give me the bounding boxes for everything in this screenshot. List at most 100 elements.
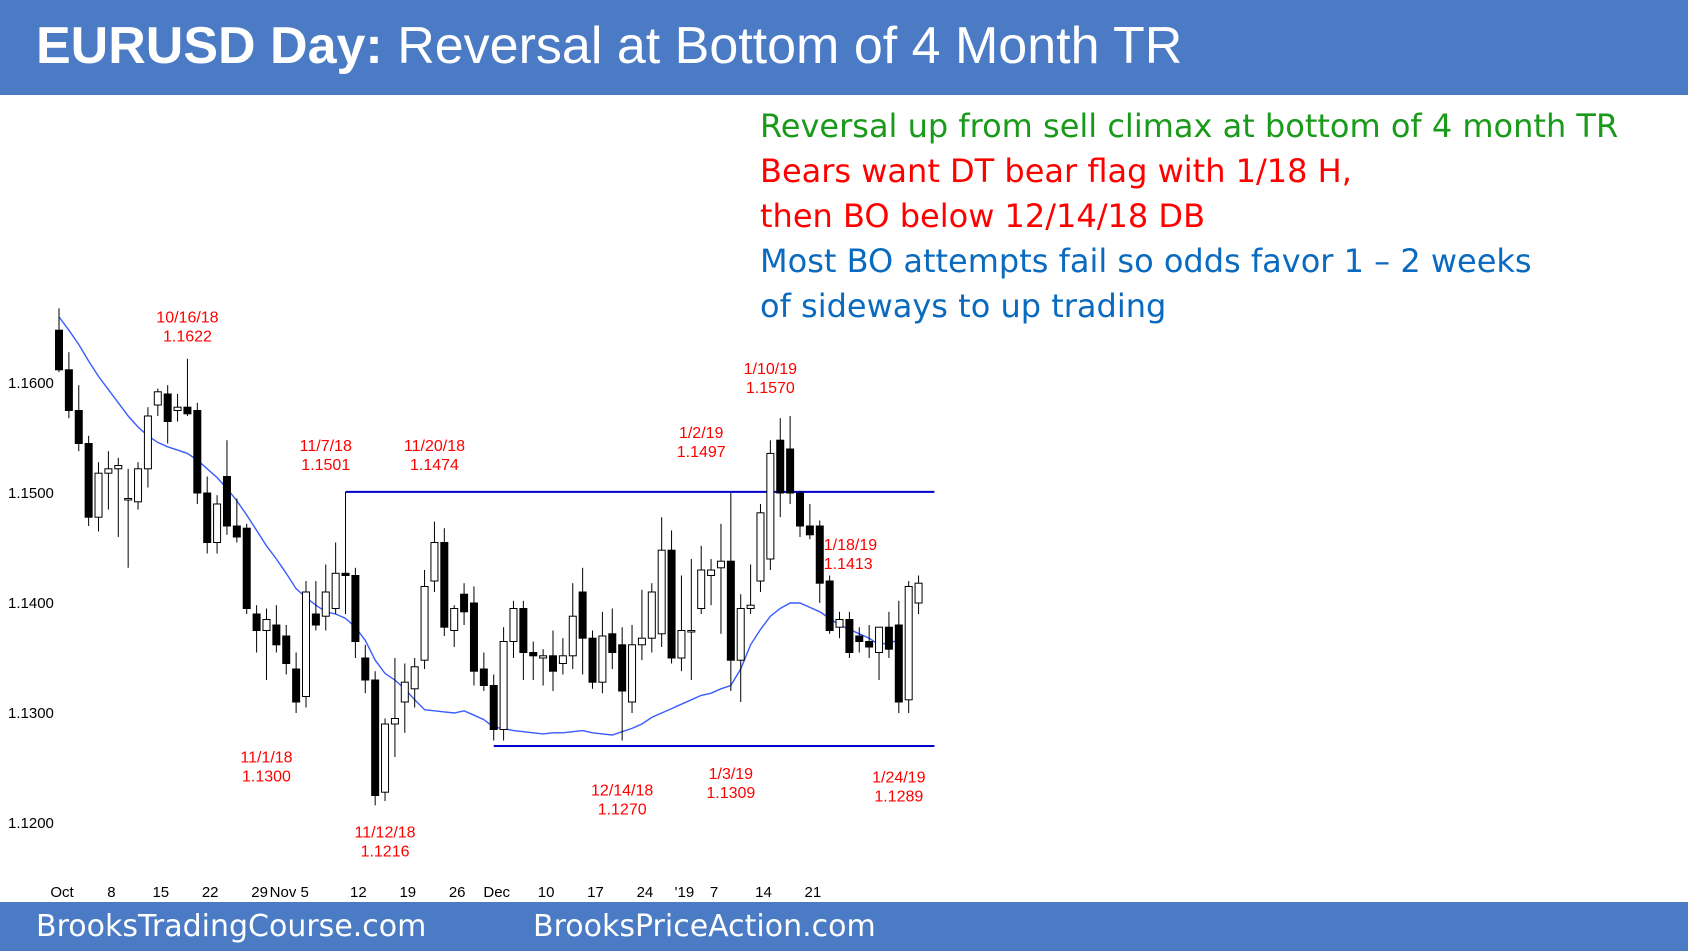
candle-bear	[74, 410, 83, 444]
annotation-price: 1.1413	[824, 556, 873, 573]
candle-bull	[568, 615, 577, 657]
annotation-price: 1.1270	[598, 802, 647, 819]
candle-bull	[173, 406, 182, 412]
candle-bull	[213, 503, 222, 543]
annotation-price: 1.1309	[706, 785, 755, 802]
candle-bull	[697, 569, 706, 609]
annotation-date: 1/3/19	[709, 766, 754, 783]
annotation-date: 1/18/19	[824, 537, 877, 554]
candle-bear	[252, 613, 261, 631]
x-tick-label: 10	[538, 884, 555, 901]
x-tick-label: '19	[675, 884, 695, 901]
candle-bear	[578, 591, 587, 639]
candle-bear	[726, 560, 735, 661]
commentary-notes: Reversal up from sell climax at bottom o…	[760, 104, 1618, 329]
candle-bull	[647, 591, 656, 639]
candle-bear	[292, 668, 301, 703]
candle-bear	[805, 525, 814, 536]
x-tick-label: 21	[805, 884, 822, 901]
x-tick-label: 8	[107, 884, 115, 901]
candle-bear	[232, 525, 241, 538]
candle-bull	[114, 465, 123, 470]
candle-bear	[469, 602, 478, 672]
candle-bear	[884, 626, 893, 650]
x-tick-label: 7	[710, 884, 718, 901]
candle-bull	[687, 630, 696, 633]
annotation-date: 11/1/18	[240, 750, 292, 767]
x-tick-label: Nov 5	[270, 884, 309, 901]
note-line-5: of sideways to up trading	[760, 287, 1167, 325]
y-tick-label: 1.1400	[8, 595, 54, 612]
candle-bear	[272, 624, 281, 646]
candle-bear	[529, 652, 538, 657]
annotation-date: 10/16/18	[156, 310, 218, 327]
candle-bull	[716, 560, 725, 569]
annotation-date: 11/12/18	[354, 824, 415, 841]
annotation-price: 1.1570	[746, 380, 795, 397]
candle-bear	[489, 685, 498, 730]
candle-bear	[203, 492, 212, 543]
candle-bear	[845, 619, 854, 653]
candle-bear	[815, 525, 824, 584]
candle-bear	[865, 641, 874, 648]
annotation-date: 1/24/19	[872, 769, 925, 786]
annotation-price: 1.1216	[361, 843, 410, 860]
x-tick-label: 12	[350, 884, 367, 901]
annotation-price: 1.1300	[242, 769, 291, 786]
candle-bull	[637, 637, 646, 646]
candle-bull	[904, 586, 913, 701]
footer-link-left[interactable]: BrooksTradingCourse.com	[36, 909, 427, 944]
candle-bull	[321, 591, 330, 617]
annotation-date: 1/10/19	[744, 361, 797, 378]
x-tick-label: 29	[251, 884, 268, 901]
annotation-price: 1.1622	[163, 329, 212, 346]
candle-bear	[519, 608, 528, 653]
candle-bull	[153, 391, 162, 406]
candle-bull	[509, 608, 518, 642]
header-bar: EURUSD Day: Reversal at Bottom of 4 Mont…	[0, 0, 1688, 95]
candle-bull	[875, 626, 884, 654]
candle-bear	[282, 635, 291, 664]
candle-bear	[341, 572, 350, 576]
candle-bear	[222, 476, 231, 527]
candle-bull	[381, 723, 390, 793]
candle-bear	[588, 637, 597, 683]
candle-bull	[598, 635, 607, 683]
candle-bear	[618, 644, 627, 692]
header-symbol: EURUSD Day:	[36, 17, 383, 75]
x-tick-label: 14	[755, 884, 772, 901]
x-tick-label: 15	[152, 884, 169, 901]
candle-bear	[440, 542, 449, 628]
footer-link-right[interactable]: BrooksPriceAction.com	[533, 909, 876, 944]
candle-bear	[608, 633, 617, 653]
candle-bear	[351, 575, 360, 642]
candle-bear	[311, 613, 320, 626]
candle-bull	[450, 608, 459, 631]
annotation-price: 1.1474	[410, 457, 459, 474]
candle-bull	[736, 608, 745, 661]
y-tick-label: 1.1200	[8, 815, 54, 832]
candle-bull	[410, 666, 419, 690]
x-tick-label: 26	[449, 884, 466, 901]
candle-bull	[124, 498, 133, 501]
header-title: EURUSD Day: Reversal at Bottom of 4 Mont…	[36, 16, 1182, 76]
candle-bear	[825, 580, 834, 631]
candle-bear	[894, 624, 903, 703]
candle-bull	[756, 512, 765, 582]
candlestick-chart: 1.1200 1.1300 1.1400 1.1500 1.1600 Oct 8 15 22 29…	[8, 308, 935, 901]
candle-bull	[835, 619, 844, 628]
candle-bull	[499, 641, 508, 730]
candle-bear	[776, 439, 785, 494]
candle-bull	[302, 591, 310, 697]
candle-bear	[361, 657, 370, 681]
candle-bull	[558, 655, 567, 664]
note-line-3: then BO below 12/14/18 DB	[760, 197, 1206, 235]
candle-bear	[479, 668, 488, 686]
candle-bull	[400, 681, 409, 703]
candle-bear	[163, 393, 172, 422]
candle-bear	[242, 527, 251, 610]
annotation-date: 11/7/18	[300, 438, 352, 455]
footer-bar: BrooksTradingCourse.com BrooksPriceActio…	[0, 902, 1688, 951]
candle-bull	[390, 718, 399, 725]
candle-bull	[430, 542, 439, 582]
